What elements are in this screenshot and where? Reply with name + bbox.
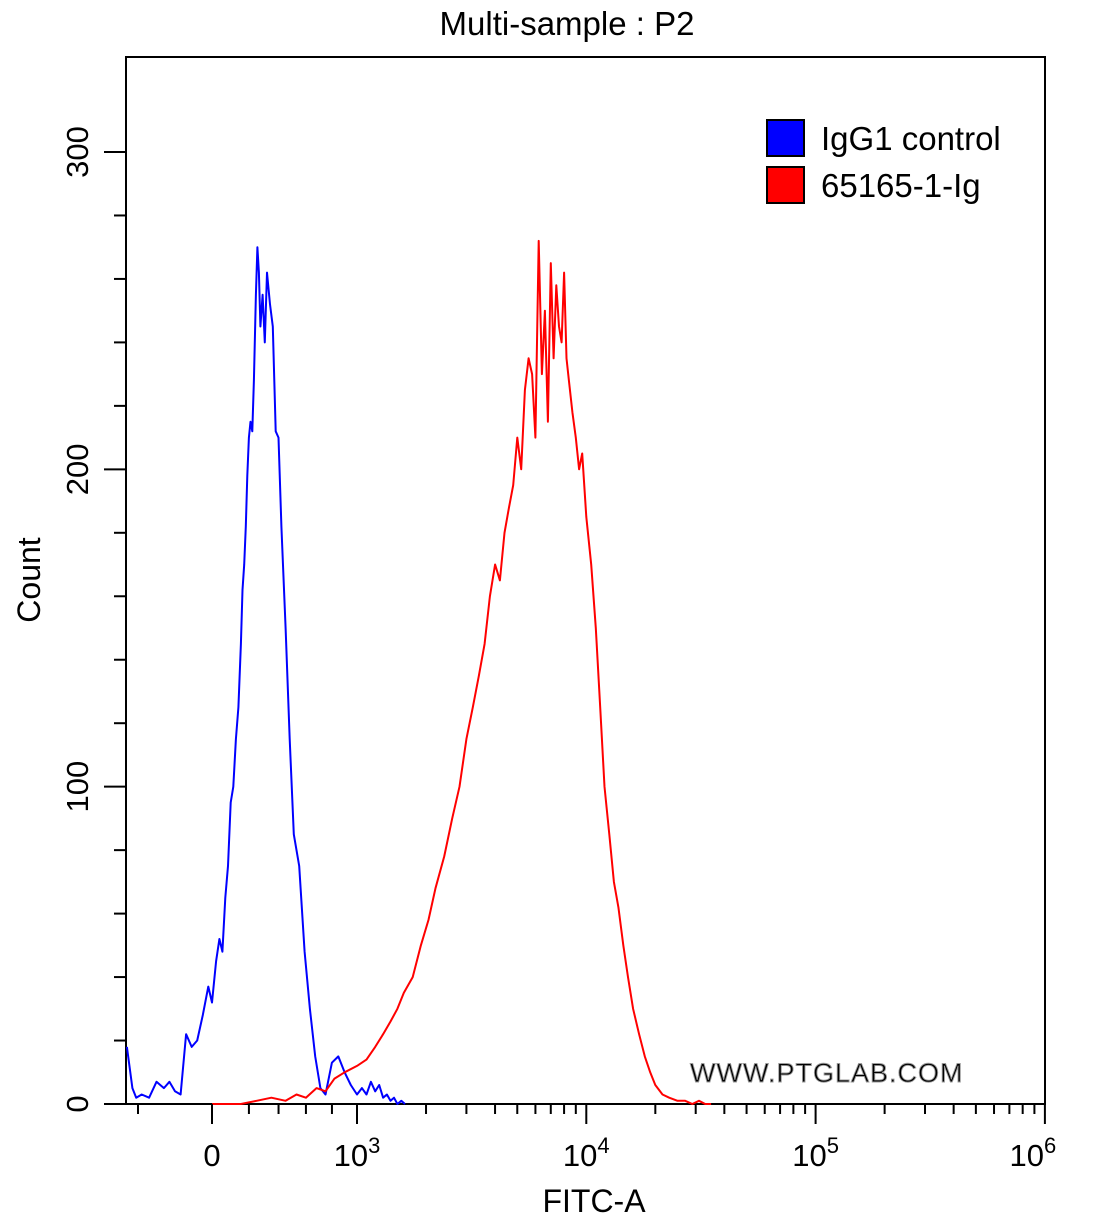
y-axis-label: Count xyxy=(11,537,47,623)
legend-swatch-2 xyxy=(766,166,805,204)
plot-frame xyxy=(125,56,1046,1105)
y-axis: 0 100 200 300 xyxy=(60,126,126,1113)
y-tick-label: 100 xyxy=(60,761,95,813)
series-line-2 xyxy=(212,239,712,1105)
y-tick-label: 300 xyxy=(60,126,95,178)
series-layer xyxy=(125,239,712,1105)
x-tick-label: 103 xyxy=(334,1133,381,1173)
legend-label-1: IgG1 control xyxy=(821,120,1001,157)
series-line-1 xyxy=(125,246,406,1105)
x-axis-label: FITC-A xyxy=(542,1183,646,1219)
y-tick-label: 200 xyxy=(60,443,95,495)
watermark: WWW.PTGLAB.COM xyxy=(690,1058,964,1088)
x-tick-label: 105 xyxy=(792,1133,839,1173)
legend-swatch-1 xyxy=(766,119,805,157)
legend-label-2: 65165-1-Ig xyxy=(821,167,981,204)
legend: IgG1 control 65165-1-Ig xyxy=(766,119,1001,204)
x-axis: 0 103 104 105 106 xyxy=(137,1104,1057,1173)
x-tick-label: 0 xyxy=(203,1138,220,1173)
x-tick-label: 104 xyxy=(563,1133,610,1173)
y-tick-label: 0 xyxy=(60,1095,95,1112)
chart-title: Multi-sample : P2 xyxy=(440,5,695,42)
x-tick-label: 106 xyxy=(1010,1133,1057,1173)
